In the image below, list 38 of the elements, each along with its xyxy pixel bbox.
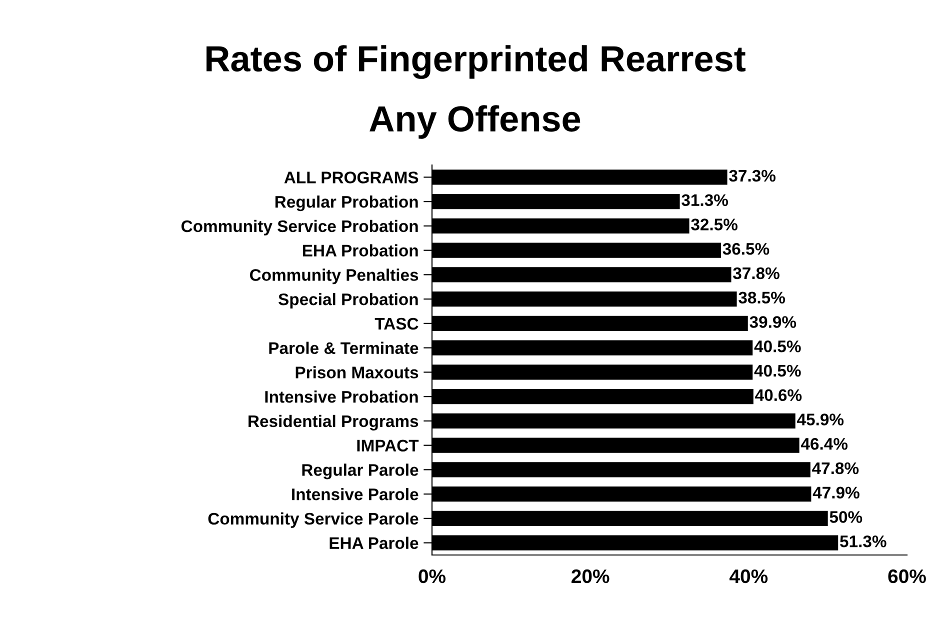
y-tick-label: Community Penalties (250, 268, 418, 284)
data-label: 37.8% (733, 267, 780, 280)
x-tick-label: 40% (730, 569, 768, 584)
data-label: 50% (830, 511, 862, 523)
chart-title: Rates of Fingerprinted Rearrest (206, 45, 746, 79)
data-label: 40.5% (754, 340, 801, 352)
y-tick-label: EHA Parole (330, 536, 418, 550)
data-label: 45.9% (797, 414, 844, 426)
y-tick-label: TASC (374, 318, 418, 330)
data-label: 51.3% (840, 535, 886, 548)
y-tick-label: Special Probation (278, 293, 418, 309)
y-tick-label: Community Service Probation (181, 220, 418, 236)
data-label: 31.3% (682, 194, 728, 206)
data-label: 47.8% (812, 462, 859, 474)
data-label: 32.5% (691, 218, 738, 230)
y-tick-label: Regular Parole (302, 464, 418, 480)
data-label: 36.5% (722, 242, 770, 255)
y-tick-label: Community Service Parole (208, 512, 418, 528)
y-tick-label: ALL PROGRAMS (284, 172, 418, 184)
y-tick-label: Regular Probation (275, 196, 418, 212)
x-tick-label: 60% (888, 569, 926, 584)
chart-subtitle: Any Offense (370, 105, 580, 139)
y-tick-label: Intensive Probation (265, 390, 418, 403)
y-tick-label: IMPACT (357, 440, 419, 452)
x-tick-label: 20% (572, 569, 610, 584)
data-label: 37.3% (729, 170, 776, 182)
data-label: 38.5% (738, 292, 785, 304)
data-label: 39.9% (750, 316, 796, 328)
data-label: 40.5% (754, 364, 801, 377)
x-tick-label: 0% (418, 569, 446, 584)
y-tick-label: Prison Maxouts (296, 366, 418, 378)
y-tick-label: Residential Programs (248, 414, 418, 431)
data-label: 47.9% (812, 486, 860, 499)
y-tick-label: EHA Probation (302, 244, 418, 257)
data-label: 40.6% (755, 389, 802, 402)
data-label: 46.4% (800, 438, 848, 450)
y-tick-label: Parole & Terminate (269, 342, 418, 354)
y-tick-label: Intensive Parole (292, 488, 418, 500)
